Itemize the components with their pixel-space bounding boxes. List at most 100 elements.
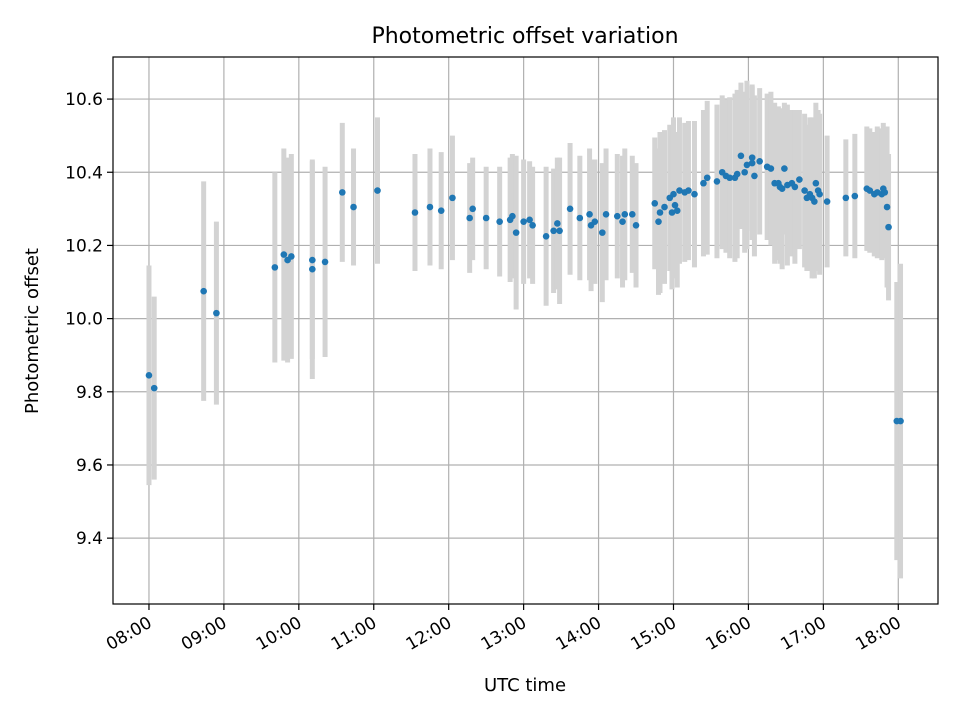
x-tick-label: 18:00 xyxy=(852,613,904,655)
y-tick-label: 9.4 xyxy=(76,529,103,549)
y-tick-label: 10.0 xyxy=(65,310,103,330)
data-point xyxy=(676,187,683,194)
data-point xyxy=(801,187,808,194)
data-point xyxy=(881,189,889,196)
data-point xyxy=(866,187,874,194)
data-point xyxy=(619,218,626,225)
data-point xyxy=(554,220,561,227)
data-point xyxy=(842,194,850,202)
data-point xyxy=(671,201,679,209)
data-point xyxy=(781,165,788,172)
data-point xyxy=(550,227,557,235)
data-point xyxy=(897,417,904,425)
data-point xyxy=(778,185,786,193)
x-tick-label: 12:00 xyxy=(403,613,455,655)
data-point xyxy=(437,207,445,214)
data-point xyxy=(733,170,741,178)
y-tick-label: 10.6 xyxy=(65,90,103,110)
data-point xyxy=(632,222,640,229)
data-point xyxy=(426,203,434,211)
data-point xyxy=(751,172,758,180)
data-point xyxy=(576,214,584,222)
data-point xyxy=(767,165,775,172)
data-point xyxy=(703,174,711,182)
x-tick-label: 09:00 xyxy=(178,613,230,655)
data-point xyxy=(691,190,698,198)
data-point xyxy=(520,218,527,225)
x-tick-label: 08:00 xyxy=(103,613,155,655)
data-point xyxy=(621,211,629,218)
data-point xyxy=(651,200,659,207)
chart-title: Photometric offset variation xyxy=(371,24,678,49)
data-point xyxy=(350,203,357,211)
data-point xyxy=(656,209,664,216)
y-tick-label: 9.6 xyxy=(76,456,103,476)
data-point xyxy=(685,187,692,194)
data-point xyxy=(271,264,279,271)
data-point xyxy=(509,212,516,220)
x-tick-label: 14:00 xyxy=(553,613,605,655)
data-points xyxy=(145,152,904,425)
data-point xyxy=(566,205,574,213)
x-tick-label: 11:00 xyxy=(328,613,380,655)
y-tick-label: 10.2 xyxy=(65,236,103,256)
data-point xyxy=(700,179,707,187)
data-point xyxy=(743,161,751,169)
data-point xyxy=(496,218,503,225)
data-point xyxy=(602,211,610,218)
data-point xyxy=(661,203,668,211)
error-bars xyxy=(146,80,904,579)
y-axis-label: Photometric offset xyxy=(22,248,43,414)
data-point xyxy=(851,192,859,200)
data-point xyxy=(150,384,158,392)
data-point xyxy=(309,265,316,273)
data-point xyxy=(586,211,593,218)
data-point xyxy=(628,211,636,218)
y-tick-label: 9.8 xyxy=(76,383,103,403)
data-point xyxy=(713,178,721,185)
data-point xyxy=(280,251,288,258)
x-tick-label: 10:00 xyxy=(253,613,305,655)
data-point xyxy=(482,214,490,222)
data-point xyxy=(338,189,346,196)
data-point xyxy=(726,174,733,182)
data-point xyxy=(668,209,676,216)
data-point xyxy=(748,159,756,167)
x-tick-label: 17:00 xyxy=(777,613,829,655)
data-point xyxy=(883,203,891,211)
data-point xyxy=(213,309,220,317)
data-point xyxy=(309,256,316,264)
data-point xyxy=(741,168,748,176)
x-tick-label: 16:00 xyxy=(702,613,754,655)
data-point xyxy=(655,218,662,225)
data-point xyxy=(449,194,456,202)
x-axis-label: UTC time xyxy=(484,675,566,696)
data-point xyxy=(737,152,745,160)
data-point xyxy=(796,176,803,183)
data-point xyxy=(556,227,563,235)
data-point xyxy=(591,218,599,225)
data-point xyxy=(885,223,892,231)
x-tick-label: 13:00 xyxy=(478,613,530,655)
data-point xyxy=(288,253,295,260)
data-point xyxy=(670,190,677,198)
data-point xyxy=(411,209,419,216)
plot-frame xyxy=(112,56,939,605)
y-tick-label: 10.4 xyxy=(65,163,103,183)
data-point xyxy=(748,154,756,161)
data-point xyxy=(823,198,831,205)
data-point xyxy=(812,179,820,187)
data-point xyxy=(613,212,621,220)
data-point xyxy=(542,232,550,240)
data-point xyxy=(512,229,520,236)
data-point xyxy=(374,187,381,194)
data-point xyxy=(811,198,818,205)
data-point xyxy=(145,372,153,379)
data-point xyxy=(200,287,207,295)
data-point xyxy=(466,214,473,222)
data-point xyxy=(791,183,799,191)
data-point xyxy=(816,190,823,198)
data-point xyxy=(321,258,329,266)
data-point xyxy=(526,216,533,224)
data-point xyxy=(469,205,476,213)
